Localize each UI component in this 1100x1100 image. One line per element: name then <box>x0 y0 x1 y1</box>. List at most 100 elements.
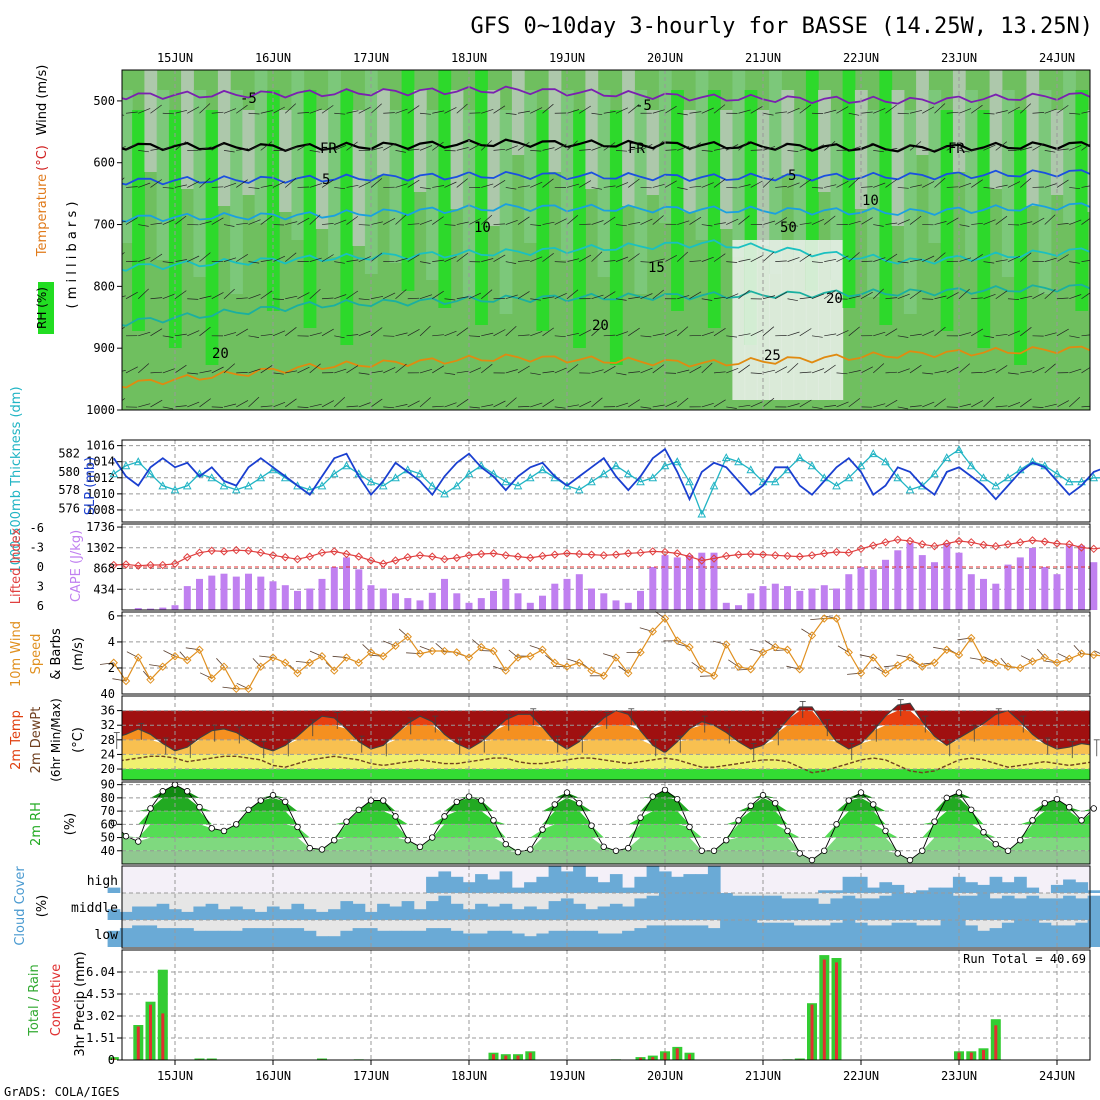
wind-barb <box>125 111 138 114</box>
cape-bar <box>992 583 1000 610</box>
wind-barb-10m <box>435 642 445 652</box>
cloud-cell-high <box>867 887 880 893</box>
wind-speed-marker <box>1003 662 1013 671</box>
wind-barb <box>628 178 640 188</box>
wind-barb <box>223 257 237 262</box>
wind-barb <box>897 112 909 115</box>
cloud-cell-low <box>156 928 170 947</box>
cape-bar <box>465 602 473 610</box>
lifted-index-marker <box>673 549 682 558</box>
wind-barb <box>125 366 138 374</box>
cape-bar <box>281 585 289 610</box>
wind-barb <box>150 148 163 151</box>
wind-speed-marker <box>820 614 829 623</box>
cloud-cell-low <box>707 928 721 947</box>
wind-barb <box>738 184 751 188</box>
cloud-cell-middle <box>965 895 978 920</box>
wind-barb <box>664 105 677 114</box>
wind-barb <box>285 177 297 188</box>
cloud-cell-middle <box>1087 895 1100 920</box>
wind-barb <box>223 182 237 188</box>
wind-barb <box>1081 367 1090 374</box>
wind-speed-marker <box>538 645 547 654</box>
rh-marker <box>159 788 166 795</box>
wind-barb <box>407 179 420 188</box>
lifted-index-marker <box>771 551 780 560</box>
wind-barb <box>554 406 566 409</box>
wind-speed-marker <box>832 614 841 623</box>
wind-barb <box>272 106 285 114</box>
date-label-bottom: 22JUN <box>843 1069 879 1083</box>
slp-marker <box>991 481 1001 490</box>
wind-barb <box>603 111 616 114</box>
wind-barb <box>946 143 959 151</box>
lifted-index-marker <box>1016 538 1025 547</box>
wind-barb <box>162 187 174 189</box>
lifted-index-marker <box>1089 544 1098 554</box>
wind-barb <box>958 288 970 299</box>
wind-barb <box>566 404 579 408</box>
wind-barb <box>285 103 297 114</box>
wind-barb <box>248 187 260 189</box>
wind-barb <box>983 368 996 374</box>
wind-barb <box>1056 223 1069 225</box>
cloud-cell-high <box>438 871 452 893</box>
wind-barb <box>122 252 125 256</box>
wind-speed-marker <box>771 642 780 652</box>
rh-cell <box>536 110 550 331</box>
cloud-cell-low <box>389 930 403 947</box>
rh-cell <box>377 90 390 175</box>
wind-barb <box>848 112 860 116</box>
wind-barb <box>566 183 580 188</box>
wind-barb <box>971 328 984 337</box>
cloud-cell-high <box>891 884 905 893</box>
wind-speed-marker <box>1089 650 1098 660</box>
wind-barb <box>811 218 825 225</box>
wind-barb <box>566 289 579 299</box>
wind-barb <box>505 219 518 225</box>
wind-barb <box>554 367 567 374</box>
cape-bar <box>722 602 730 610</box>
wind-barb <box>799 222 812 225</box>
wind-barb <box>122 370 126 372</box>
wind-barb <box>885 179 898 188</box>
cloud-cell-low <box>1075 922 1089 947</box>
precip-convective-bar <box>136 1026 140 1060</box>
cloud-cell-high <box>646 866 660 893</box>
rh-cell <box>303 90 317 328</box>
wind-barb <box>321 105 334 114</box>
cloud-cell-high <box>916 890 929 893</box>
cloud-cell-low <box>291 928 305 947</box>
wind-barb <box>223 150 235 153</box>
rh-marker <box>147 805 154 812</box>
wind-barb <box>640 367 653 374</box>
wind-barb <box>677 187 688 190</box>
lifted-index-marker <box>587 550 596 559</box>
wind-barb <box>1032 366 1045 374</box>
wind-speed-marker <box>281 658 290 667</box>
wind-barb <box>1069 368 1082 374</box>
wind-barb <box>1020 177 1032 188</box>
wind-barb <box>468 292 482 300</box>
cloud-cell-middle <box>107 909 121 920</box>
wind-barb <box>750 329 763 337</box>
rh-area-layer <box>122 784 1090 864</box>
wind-barb <box>934 326 946 337</box>
wind-barb <box>615 107 629 114</box>
wind-barb <box>652 404 665 408</box>
lifted-index-marker <box>979 540 988 550</box>
lifted-index-marker <box>513 552 523 561</box>
wind-barb <box>309 403 322 408</box>
wind-barb-10m <box>252 658 262 667</box>
cloud-cell-middle <box>597 906 611 920</box>
cloud-row-label: low <box>95 928 119 943</box>
cloud-cell-high <box>695 874 709 893</box>
rh-band <box>122 824 1090 838</box>
wind-barb <box>762 326 775 337</box>
chart-title: GFS 0~10day 3-hourly for BASSE (14.25W, … <box>470 14 1093 39</box>
date-label-top: 17JUN <box>353 51 389 65</box>
wind-barb <box>664 401 678 408</box>
cape-bar <box>661 555 669 610</box>
wind-barb <box>787 298 798 302</box>
wind-barb <box>1056 148 1069 151</box>
